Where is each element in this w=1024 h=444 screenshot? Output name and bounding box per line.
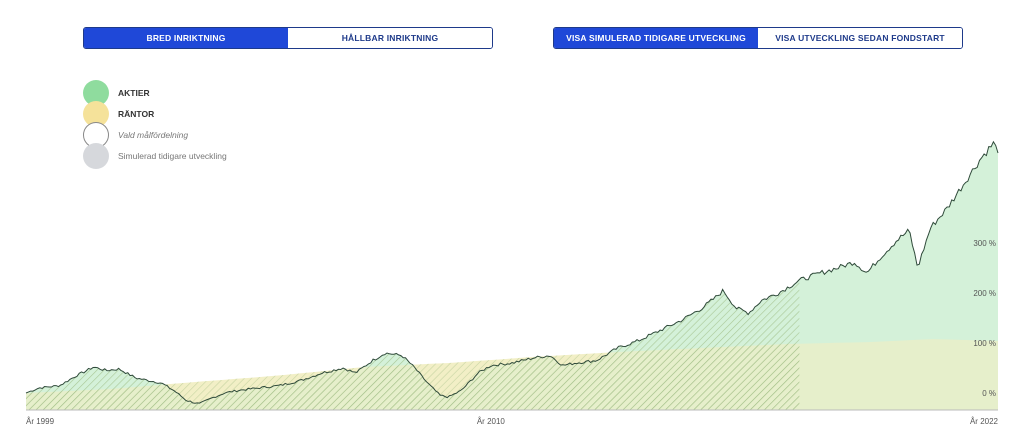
broad-orientation-button[interactable]: BRED INRIKTNING bbox=[84, 28, 288, 48]
x-tick-label: År 2022 bbox=[970, 417, 999, 426]
y-tick-label: 200 % bbox=[973, 289, 996, 298]
show-since-fund-start-button[interactable]: VISA UTVECKLING SEDAN FONDSTART bbox=[758, 28, 962, 48]
portfolio-orientation-toggle: BRED INRIKTNING HÅLLBAR INRIKTNING bbox=[83, 27, 493, 49]
history-view-toggle: VISA SIMULERAD TIDIGARE UTVECKLING VISA … bbox=[553, 27, 963, 49]
simulated-interest-hatch bbox=[26, 343, 800, 410]
equity-series-line bbox=[25, 140, 999, 404]
legend-label-target-allocation: Vald målfördelning bbox=[118, 130, 189, 140]
y-tick-label: 0 % bbox=[982, 389, 996, 398]
legend-label-interest: RÄNTOR bbox=[118, 109, 155, 119]
y-tick-label: 300 % bbox=[973, 239, 996, 248]
x-tick-label: År 2010 bbox=[477, 417, 506, 426]
simulated-history-swatch-icon bbox=[83, 143, 109, 169]
y-tick-label: 100 % bbox=[973, 339, 996, 348]
legend-label-simulated-history: Simulerad tidigare utveckling bbox=[118, 151, 227, 161]
legend-label-equities: AKTIER bbox=[118, 88, 150, 98]
show-simulated-history-button[interactable]: VISA SIMULERAD TIDIGARE UTVECKLING bbox=[554, 28, 758, 48]
sustainable-orientation-button[interactable]: HÅLLBAR INRIKTNING bbox=[288, 28, 492, 48]
x-tick-label: År 1999 bbox=[26, 417, 55, 426]
